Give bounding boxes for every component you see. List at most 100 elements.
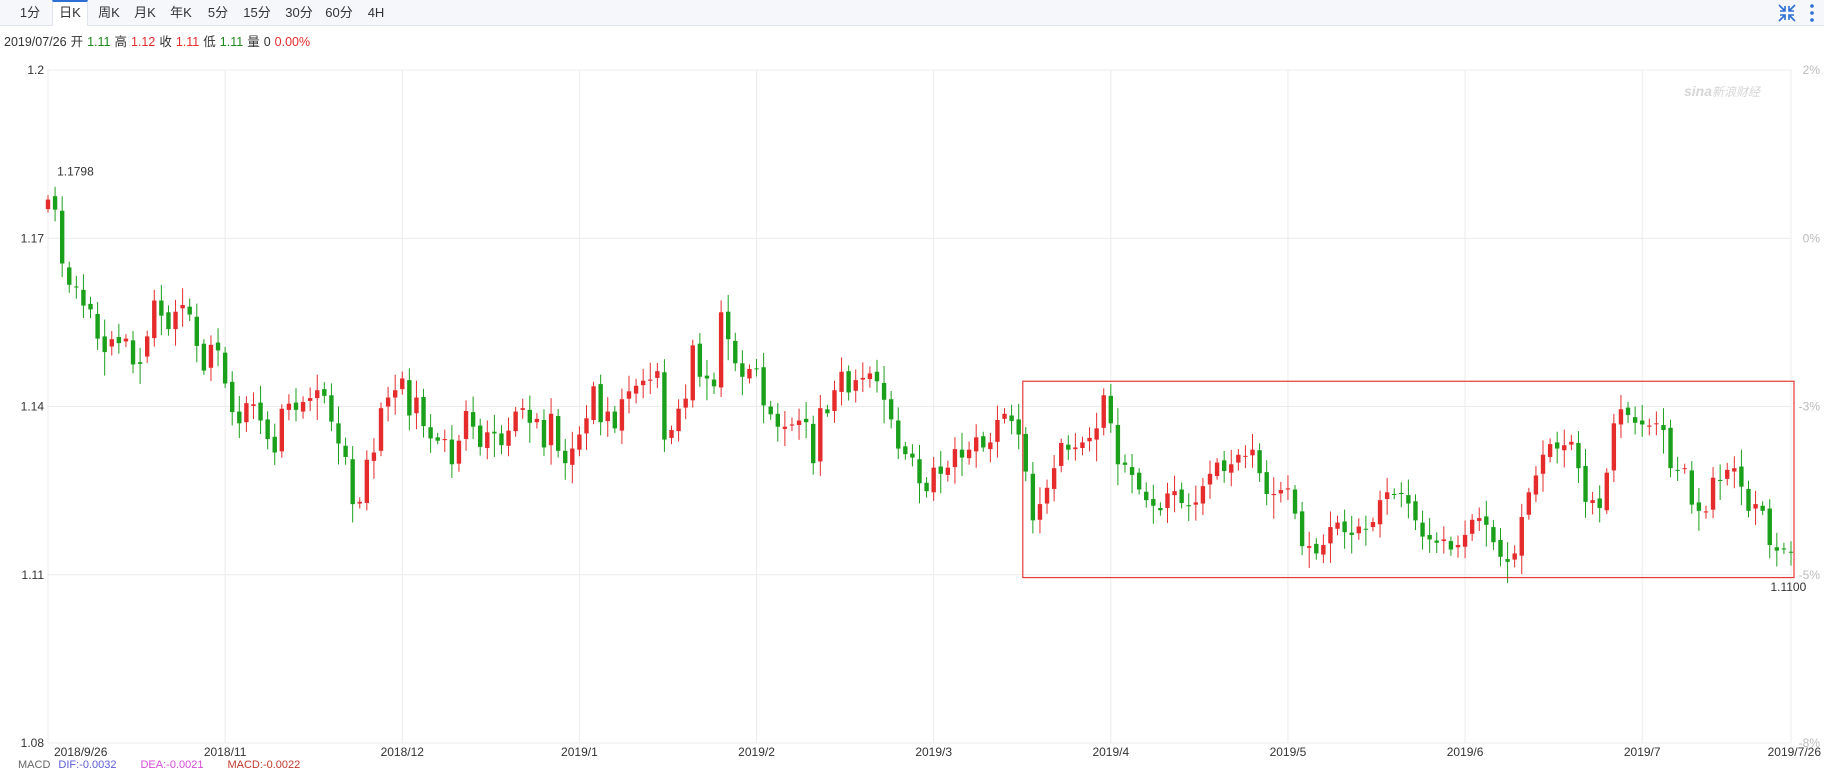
- candle: [662, 359, 667, 453]
- candle: [499, 425, 504, 455]
- candle-body: [513, 411, 518, 432]
- candle-body: [1165, 493, 1170, 509]
- candle: [414, 380, 419, 430]
- candle-body: [1554, 442, 1560, 449]
- info-high-value: 1.12: [131, 35, 156, 49]
- candle-body: [1243, 455, 1248, 457]
- candle-body: [541, 419, 547, 448]
- candle: [492, 414, 497, 457]
- candle-body: [1717, 479, 1723, 481]
- candle-body: [1129, 467, 1135, 475]
- tab-8[interactable]: 60分: [325, 5, 353, 20]
- candle: [343, 437, 348, 465]
- candle-body: [775, 413, 780, 427]
- candle: [45, 195, 51, 213]
- tab-6[interactable]: 15分: [243, 5, 271, 20]
- candle: [1732, 456, 1737, 489]
- macd-dif-label: DIF:: [58, 759, 80, 771]
- candle-body: [811, 423, 816, 464]
- candle: [1214, 458, 1220, 480]
- candle-body: [874, 371, 880, 382]
- candle: [548, 398, 554, 465]
- tab-2[interactable]: 周K: [98, 5, 120, 20]
- candle: [364, 450, 370, 511]
- tab-7[interactable]: 30分: [285, 5, 313, 20]
- candle-body: [697, 343, 703, 377]
- candle: [1739, 449, 1744, 506]
- candle-body: [166, 312, 171, 330]
- candle-body: [1434, 540, 1439, 543]
- candle: [988, 432, 993, 463]
- candle-body: [1108, 395, 1114, 424]
- candle-body: [839, 371, 844, 392]
- candle: [1044, 479, 1050, 514]
- vertical-dots-icon[interactable]: [1801, 2, 1823, 24]
- candle-body: [400, 378, 405, 390]
- candle-body: [258, 402, 263, 421]
- candle-body: [1151, 499, 1156, 506]
- tab-0[interactable]: 1分: [19, 5, 41, 20]
- tab-1[interactable]: 日K: [52, 0, 88, 26]
- candle-body: [1321, 545, 1326, 555]
- candle-body: [988, 442, 993, 450]
- tab-4[interactable]: 年K: [170, 5, 192, 20]
- candle: [1774, 532, 1780, 567]
- candle-body: [421, 396, 426, 427]
- candle-body: [1491, 527, 1496, 543]
- tab-3[interactable]: 月K: [134, 5, 156, 20]
- candle-body: [931, 467, 936, 493]
- candle: [669, 425, 674, 445]
- candle: [194, 303, 199, 363]
- candle-body: [1477, 518, 1482, 521]
- candle-body: [478, 425, 483, 447]
- candle: [711, 372, 717, 394]
- candle: [1016, 403, 1021, 450]
- candle: [1066, 435, 1071, 461]
- candle-body: [563, 450, 568, 464]
- candle: [1370, 517, 1376, 532]
- candle-body: [102, 336, 107, 353]
- macd-dea-label: DEA:: [140, 759, 167, 771]
- candle: [208, 335, 214, 381]
- candle: [428, 414, 433, 453]
- candle: [1640, 404, 1645, 437]
- candle-body: [1030, 473, 1036, 521]
- candle: [853, 369, 858, 403]
- candle-body: [300, 402, 306, 412]
- max-price-label: 1.1798: [57, 164, 94, 178]
- x-tick-label: 2018/9/26: [54, 745, 108, 759]
- candle-body: [1526, 492, 1532, 515]
- candle-body: [435, 437, 440, 441]
- sina-watermark: sina 新浪财经: [1684, 83, 1762, 99]
- candle: [1236, 449, 1241, 471]
- candle-body: [534, 418, 540, 423]
- candle: [896, 407, 901, 460]
- candle: [520, 398, 525, 419]
- candle-body: [88, 303, 93, 310]
- candle: [1335, 515, 1340, 536]
- candle-body: [796, 420, 802, 426]
- shrink-arrows-icon[interactable]: [1776, 2, 1798, 24]
- tab-5[interactable]: 5分: [207, 5, 229, 20]
- candle-body: [881, 382, 887, 400]
- candle: [1569, 434, 1574, 451]
- candle-body: [591, 386, 596, 420]
- candle: [123, 334, 129, 348]
- candle: [924, 477, 929, 498]
- candle: [59, 196, 65, 278]
- candle-body: [1399, 492, 1404, 494]
- candle: [945, 460, 951, 482]
- candle: [626, 375, 632, 414]
- tab-9[interactable]: 4H: [367, 5, 385, 20]
- candle-body: [1115, 425, 1121, 465]
- min-price-label: 1.1100: [1770, 580, 1806, 594]
- candle: [683, 384, 688, 420]
- candle-body: [1569, 441, 1574, 445]
- candle-body: [407, 380, 412, 416]
- candle-body: [1732, 468, 1737, 472]
- candle: [527, 395, 533, 443]
- candle: [1136, 468, 1142, 495]
- candle: [1002, 408, 1007, 424]
- watermark-text: 新浪财经: [1712, 85, 1762, 99]
